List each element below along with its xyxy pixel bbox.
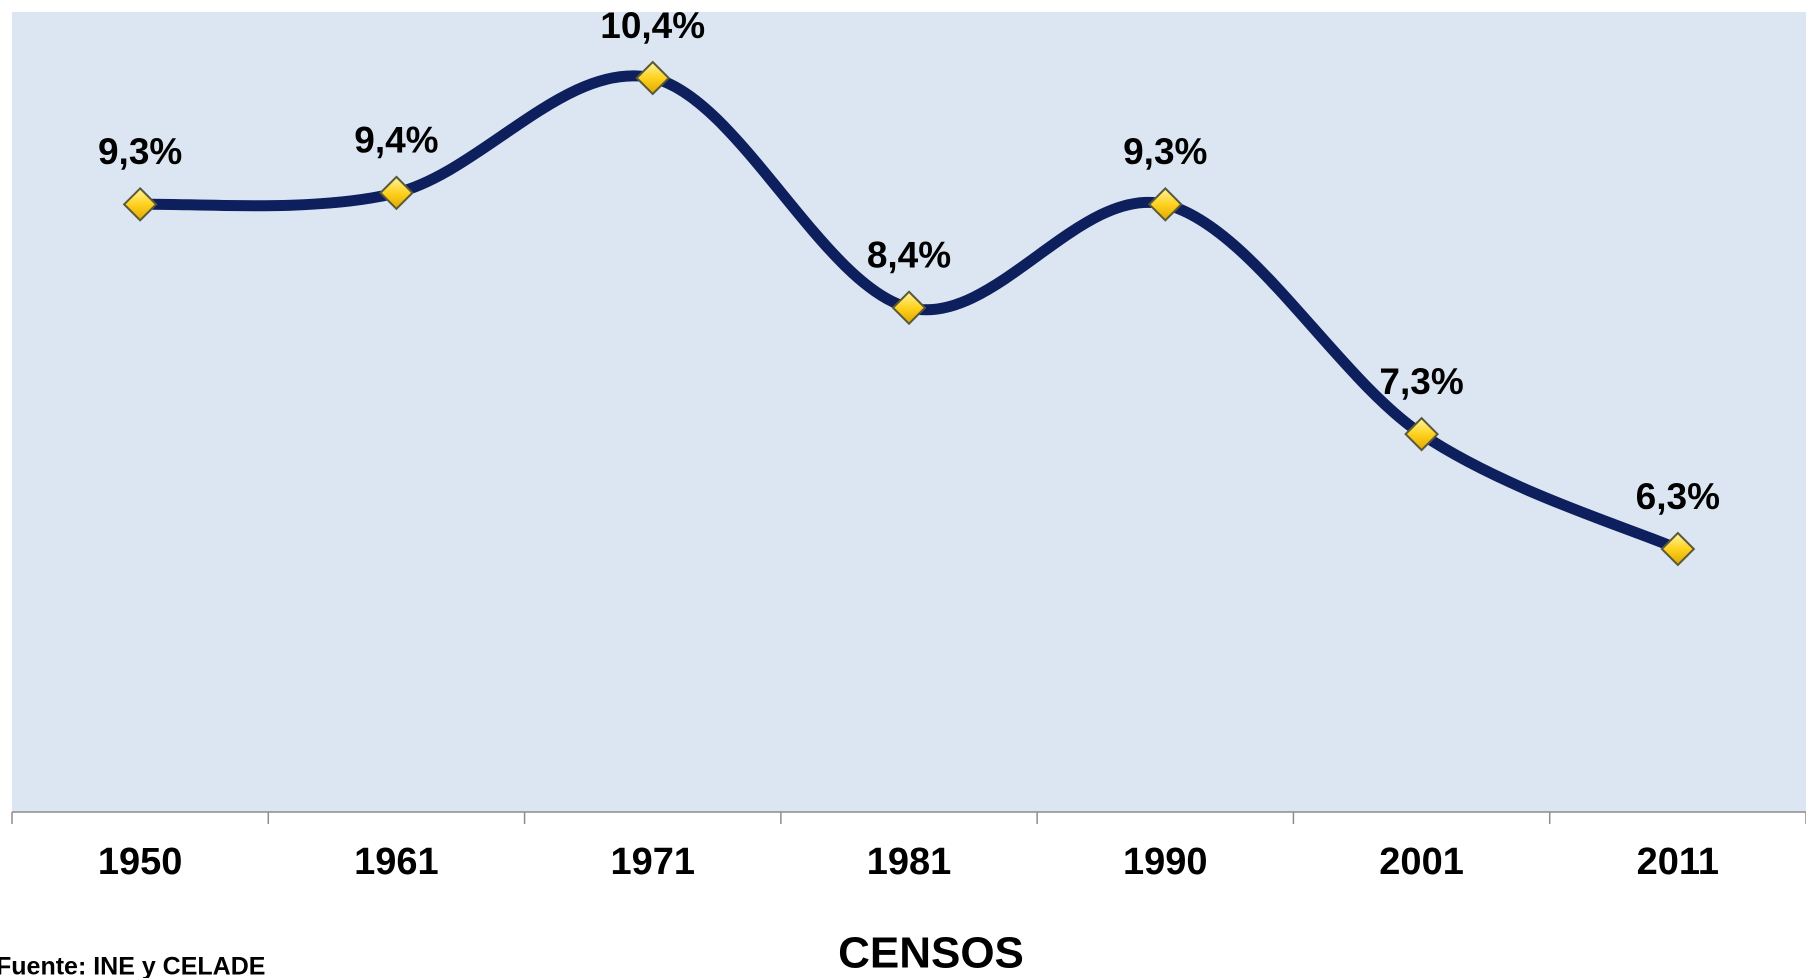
- x-tick-label: 1981: [867, 841, 952, 883]
- marker: [379, 175, 414, 211]
- x-tick-label: 1971: [610, 841, 695, 883]
- marker: [1404, 416, 1439, 452]
- data-label: 7,3%: [1379, 361, 1463, 402]
- marker: [1660, 531, 1696, 567]
- marker: [891, 290, 927, 326]
- source-note: Fuente: INE y CELADE: [0, 953, 265, 978]
- data-label: 9,3%: [98, 131, 182, 172]
- x-tick-label: 1961: [354, 841, 439, 883]
- marker: [122, 186, 158, 222]
- data-label: 9,4%: [354, 120, 438, 161]
- x-axis-title: CENSOS: [838, 929, 1024, 978]
- x-tick-label: 2001: [1379, 841, 1464, 883]
- x-tick-label: 1990: [1123, 841, 1208, 883]
- data-label: 8,4%: [867, 235, 951, 276]
- plot-area: [12, 12, 1806, 812]
- x-tick-label: 1950: [98, 841, 183, 883]
- data-label: 10,4%: [600, 5, 705, 46]
- marker: [1147, 186, 1183, 222]
- x-tick-label: 2011: [1637, 841, 1719, 883]
- marker: [635, 60, 671, 96]
- data-label: 9,3%: [1123, 131, 1207, 172]
- data-label: 6,3%: [1636, 476, 1720, 517]
